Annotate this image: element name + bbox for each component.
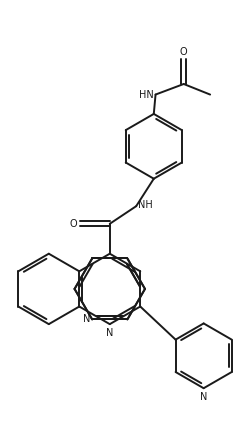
Text: N: N [83, 314, 90, 324]
Text: HN: HN [139, 90, 154, 100]
Text: N: N [200, 392, 207, 402]
Text: O: O [70, 219, 77, 229]
Text: O: O [180, 46, 188, 56]
Text: NH: NH [138, 201, 153, 211]
Text: N: N [106, 328, 114, 338]
